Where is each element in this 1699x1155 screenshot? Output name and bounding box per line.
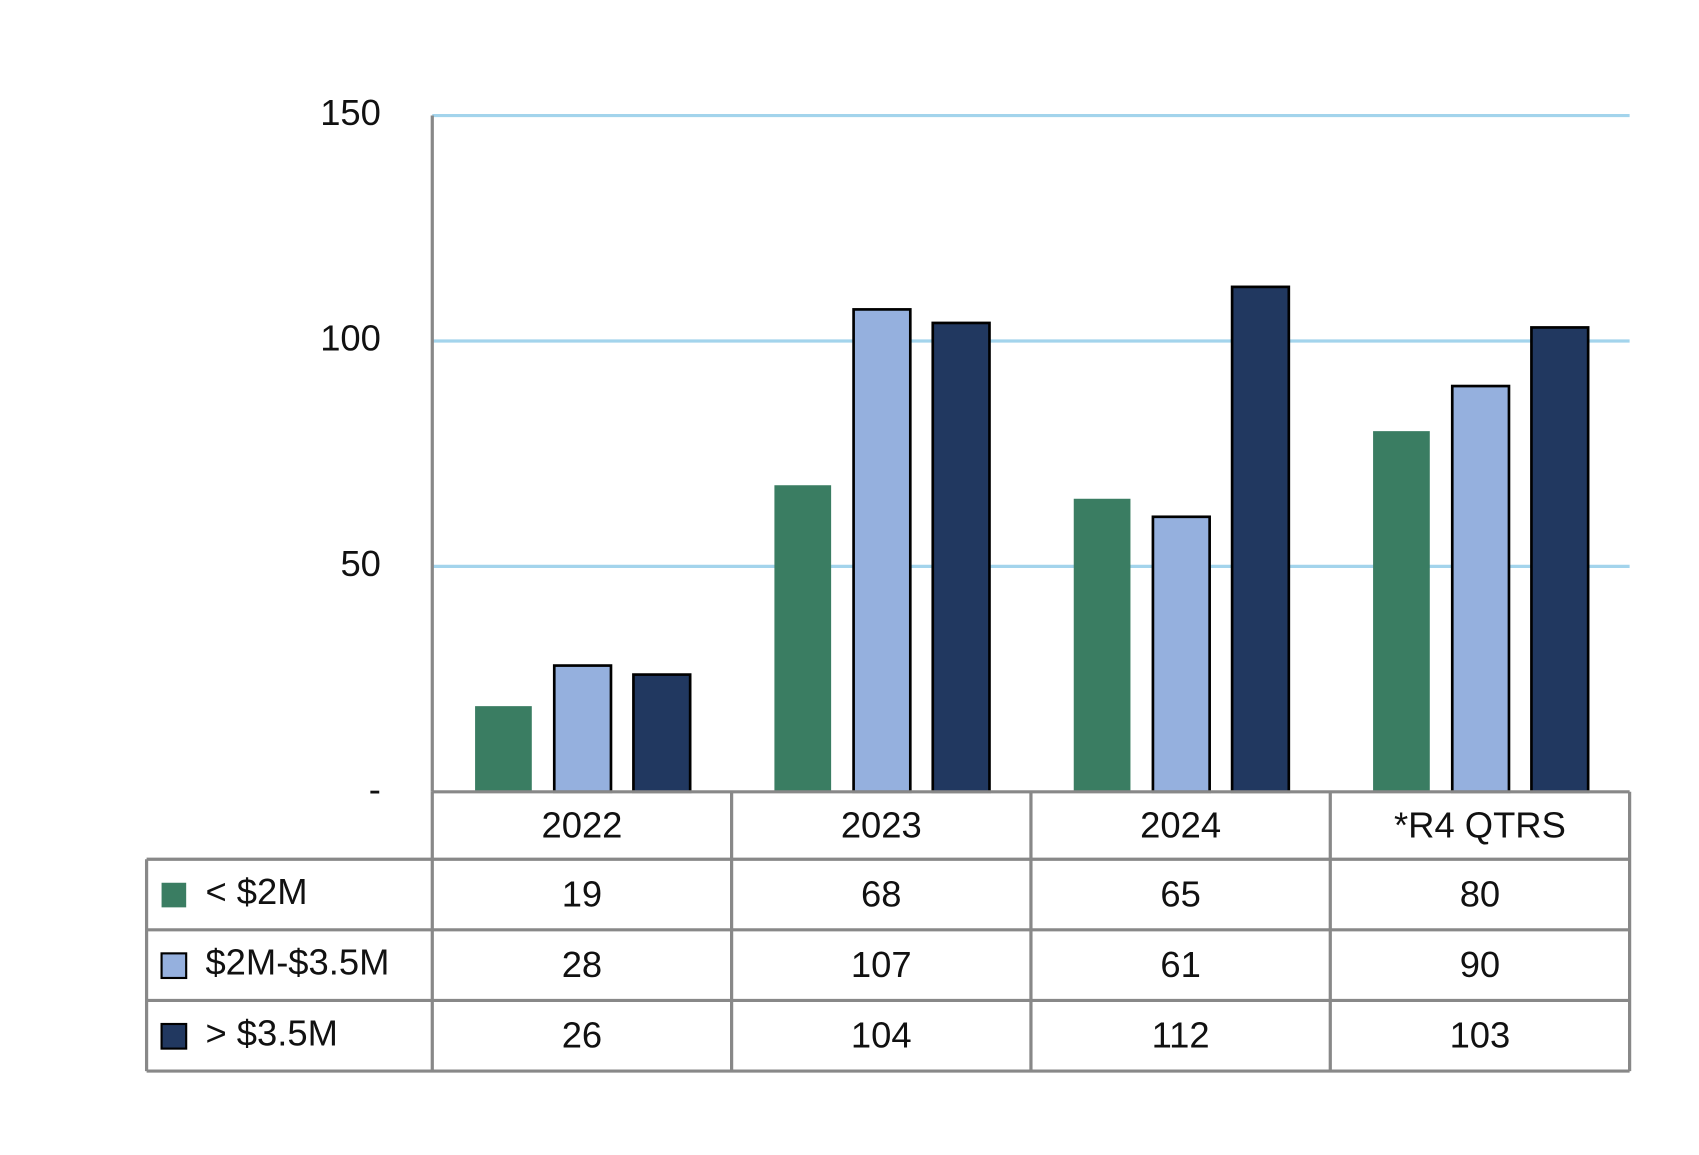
bar	[1230, 285, 1291, 794]
legend-label: $2M-$3.5M	[205, 942, 389, 983]
bar	[1450, 384, 1511, 794]
legend-swatch	[160, 952, 188, 980]
legend-label: < $2M	[205, 871, 307, 912]
data-label: 65	[1160, 873, 1200, 914]
data-label: 107	[851, 944, 912, 985]
data-label: 19	[562, 873, 602, 914]
bar	[931, 321, 991, 794]
bar	[632, 673, 692, 794]
data-label: 61	[1160, 944, 1200, 985]
y-tick-label: 100	[320, 318, 381, 359]
y-tick-label: 50	[340, 543, 380, 584]
bar	[552, 664, 613, 794]
legend-label: > $3.5M	[205, 1012, 337, 1053]
data-label: 112	[1152, 1015, 1210, 1056]
data-label: 104	[851, 1015, 912, 1056]
y-tick-label: 150	[320, 92, 381, 133]
chart-body: - 50 100 150 2022 2023 2024 *R4 QTRS < $2M 19 68 65…	[144, 92, 1632, 1073]
y-tick-label: -	[369, 768, 381, 809]
bar	[1151, 515, 1211, 794]
x-tick-label: *R4 QTRS	[1394, 804, 1566, 845]
bar	[1073, 498, 1131, 792]
bar	[852, 308, 912, 794]
bar	[475, 706, 532, 792]
x-tick-label: 2024	[1140, 804, 1221, 845]
bar	[1530, 326, 1590, 794]
data-label: 80	[1460, 873, 1500, 914]
data-label: 28	[562, 944, 602, 985]
data-label: 103	[1450, 1015, 1511, 1056]
bar	[1373, 431, 1430, 792]
data-label: 68	[861, 873, 901, 914]
data-label: 90	[1460, 944, 1500, 985]
data-label: 26	[562, 1015, 602, 1056]
legend-swatch	[160, 1022, 188, 1050]
legend-swatch	[161, 882, 187, 908]
x-tick-label: 2022	[541, 804, 622, 845]
x-tick-label: 2023	[841, 804, 922, 845]
bar	[774, 485, 832, 792]
